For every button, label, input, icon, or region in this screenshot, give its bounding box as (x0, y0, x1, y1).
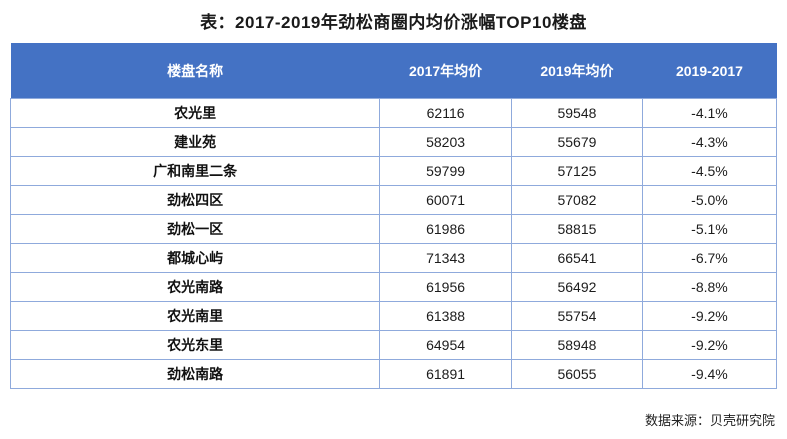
value-cell: 57082 (510, 185, 643, 215)
property-name-cell: 劲松四区 (9, 185, 381, 215)
table-row: 劲松四区 60071 57082 -5.0% (9, 185, 778, 215)
table-row: 农光里 62116 59548 -4.1% (9, 98, 778, 128)
table-row: 劲松南路 61891 56055 -9.4% (9, 359, 778, 389)
table-header-row: 楼盘名称 2017年均价 2019年均价 2019-2017 (10, 43, 777, 99)
table-row: 农光南里 61388 55754 -9.2% (9, 301, 778, 331)
value-cell: -5.0% (641, 185, 778, 215)
property-name-cell: 农光东里 (9, 330, 381, 360)
value-cell: -6.7% (641, 243, 778, 273)
property-name-cell: 农光南路 (9, 272, 381, 302)
property-name-cell: 劲松一区 (9, 214, 381, 244)
value-cell: 64954 (379, 330, 512, 360)
property-name-cell: 劲松南路 (9, 359, 381, 389)
value-cell: 59548 (510, 98, 643, 128)
property-name-cell: 广和南里二条 (9, 156, 381, 186)
value-cell: -4.5% (641, 156, 778, 186)
table-row: 农光东里 64954 58948 -9.2% (9, 330, 778, 360)
value-cell: 61388 (379, 301, 512, 331)
value-cell: 57125 (510, 156, 643, 186)
value-cell: 59799 (379, 156, 512, 186)
value-cell: 62116 (379, 98, 512, 128)
value-cell: 55754 (510, 301, 643, 331)
value-cell: 61986 (379, 214, 512, 244)
value-cell: -9.2% (641, 301, 778, 331)
property-name-cell: 都城心屿 (9, 243, 381, 273)
table-row: 广和南里二条 59799 57125 -4.5% (9, 156, 778, 186)
value-cell: 60071 (379, 185, 512, 215)
property-name-cell: 农光里 (9, 98, 381, 128)
value-cell: 66541 (510, 243, 643, 273)
value-cell: 55679 (510, 127, 643, 157)
table-header: 楼盘名称 2017年均价 2019年均价 2019-2017 (10, 43, 777, 99)
value-cell: -4.3% (641, 127, 778, 157)
value-cell: 56055 (510, 359, 643, 389)
column-header-3: 2019-2017 (642, 43, 777, 99)
page-title: 表：2017-2019年劲松商圈内均价涨幅TOP10楼盘 (200, 13, 587, 32)
column-header-1: 2017年均价 (379, 43, 512, 99)
value-cell: -9.2% (641, 330, 778, 360)
table-row: 劲松一区 61986 58815 -5.1% (9, 214, 778, 244)
value-cell: -9.4% (641, 359, 778, 389)
data-source-note: 数据来源：贝壳研究院 (644, 413, 775, 428)
value-cell: 71343 (379, 243, 512, 273)
value-cell: -8.8% (641, 272, 778, 302)
property-name-cell: 农光南里 (9, 301, 381, 331)
column-header-name: 楼盘名称 (10, 43, 380, 99)
value-cell: 58203 (379, 127, 512, 157)
column-header-2: 2019年均价 (511, 43, 643, 99)
value-cell: -5.1% (641, 214, 778, 244)
value-cell: 61891 (379, 359, 512, 389)
table-body: 农光里 62116 59548 -4.1% 建业苑 58203 55679 -4.3% 广和南里… (9, 98, 778, 389)
value-cell: 56492 (510, 272, 643, 302)
value-cell: -4.1% (641, 98, 778, 128)
table-row: 农光南路 61956 56492 -8.8% (9, 272, 778, 302)
table-row: 都城心屿 71343 66541 -6.7% (9, 243, 778, 273)
value-cell: 58815 (510, 214, 643, 244)
property-name-cell: 建业苑 (9, 127, 381, 157)
table-row: 建业苑 58203 55679 -4.3% (9, 127, 778, 157)
value-cell: 58948 (510, 330, 643, 360)
price-table: 楼盘名称 2017年均价 2019年均价 2019-2017 农光里 62116 5954… (9, 43, 778, 389)
value-cell: 61956 (379, 272, 512, 302)
